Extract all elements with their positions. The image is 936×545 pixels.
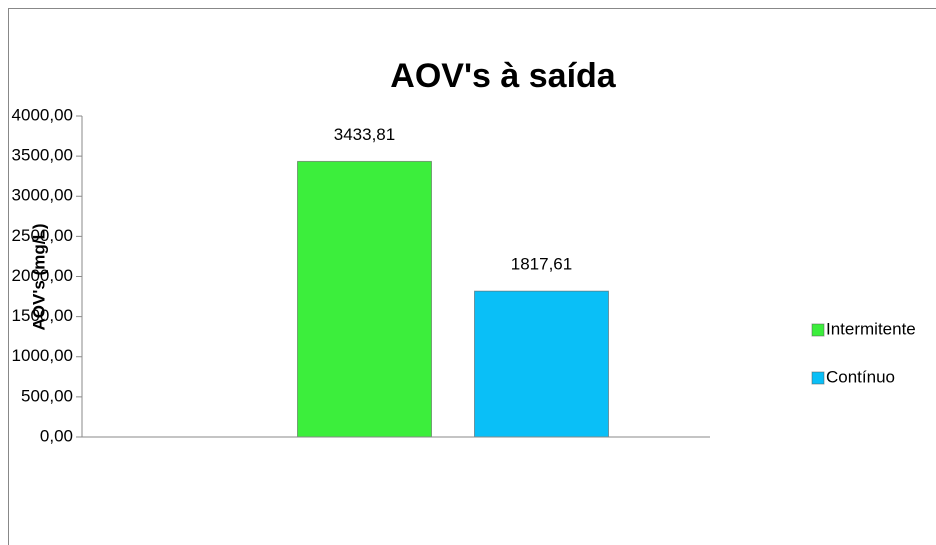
bar bbox=[474, 290, 609, 438]
legend-swatch bbox=[811, 371, 825, 385]
y-tick-label: 0,00 bbox=[40, 426, 73, 445]
chart-frame bbox=[8, 8, 936, 545]
y-tick-label: 1000,00 bbox=[12, 346, 73, 365]
value-label: 1817,61 bbox=[511, 255, 572, 274]
y-tick-label: 3500,00 bbox=[12, 146, 73, 165]
legend-label: Intermitente bbox=[826, 319, 916, 338]
y-tick-label: 4000,00 bbox=[12, 105, 73, 124]
bar bbox=[297, 160, 432, 438]
chart-title: AOV's à saída bbox=[390, 57, 617, 95]
legend-label: Contínuo bbox=[826, 367, 895, 386]
y-tick-label: 3000,00 bbox=[12, 186, 73, 205]
value-label: 3433,81 bbox=[334, 125, 395, 144]
y-tick-label: 2500,00 bbox=[12, 226, 73, 245]
y-tick-label: 1500,00 bbox=[12, 306, 73, 325]
legend-swatch bbox=[811, 323, 825, 337]
y-tick-label: 500,00 bbox=[21, 386, 73, 405]
y-tick-label: 2000,00 bbox=[12, 266, 73, 285]
y-axis-label: AOV's (mg/L) bbox=[29, 224, 48, 331]
